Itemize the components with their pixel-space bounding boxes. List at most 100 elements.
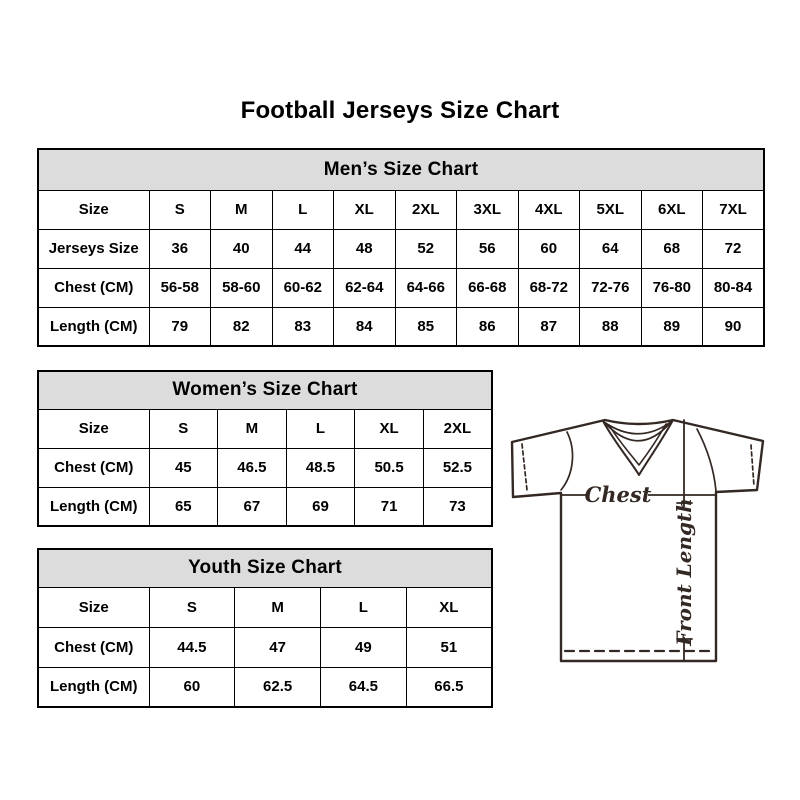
page-title: Football Jerseys Size Chart xyxy=(240,97,560,124)
value-cell: 82 xyxy=(210,306,273,347)
value-cell: 60 xyxy=(148,666,236,708)
table-header-row: Youth Size Chart xyxy=(37,548,493,588)
size-cell: M xyxy=(210,189,273,230)
size-cell: XL xyxy=(354,408,424,449)
value-cell: 60 xyxy=(517,228,580,269)
size-cell: 5XL xyxy=(579,189,642,230)
size-cell: L xyxy=(285,408,356,449)
vneck-outer-line xyxy=(602,419,674,476)
size-cell: M xyxy=(217,408,287,449)
right-armhole-seam xyxy=(696,428,717,492)
chest-label: Chest xyxy=(585,482,652,507)
value-cell: 90 xyxy=(702,306,765,347)
row-label: Size xyxy=(37,189,150,230)
value-cell: 48.5 xyxy=(285,447,356,488)
table-title: Women’s Size Chart xyxy=(37,370,493,410)
value-cell: 68-72 xyxy=(517,267,580,308)
table-title: Youth Size Chart xyxy=(37,548,493,588)
value-cell: 69 xyxy=(285,486,356,527)
value-cell: 52.5 xyxy=(422,447,493,488)
row-label: Chest (CM) xyxy=(37,267,150,308)
size-cell: S xyxy=(148,408,219,449)
value-cell: 62-64 xyxy=(333,267,396,308)
size-cell: XL xyxy=(333,189,396,230)
size-cell: S xyxy=(148,586,236,628)
front-length-label: Front Length xyxy=(672,498,696,647)
value-cell: 51 xyxy=(405,626,493,668)
value-cell: 44 xyxy=(271,228,334,269)
value-cell: 67 xyxy=(217,486,287,527)
womens-size-table: Women’s Size Chart Size S M L XL 2XL Che… xyxy=(37,370,493,527)
value-cell: 52 xyxy=(394,228,457,269)
value-cell: 83 xyxy=(271,306,334,347)
value-cell: 64 xyxy=(579,228,642,269)
row-label: Length (CM) xyxy=(37,666,150,708)
size-cell: 3XL xyxy=(456,189,519,230)
value-cell: 44.5 xyxy=(148,626,236,668)
size-cell: M xyxy=(234,586,321,628)
value-cell: 45 xyxy=(148,447,219,488)
value-cell: 89 xyxy=(640,306,703,347)
vneck-inner-line xyxy=(608,423,667,466)
value-cell: 72-76 xyxy=(579,267,642,308)
value-cell: 58-60 xyxy=(210,267,273,308)
value-cell: 48 xyxy=(333,228,396,269)
value-cell: 86 xyxy=(456,306,519,347)
sleeve-cuff-dashes xyxy=(521,443,755,491)
row-label: Chest (CM) xyxy=(37,447,150,488)
table-row: Length (CM) 65 67 69 71 73 xyxy=(37,486,493,527)
value-cell: 64-66 xyxy=(394,267,457,308)
value-cell: 40 xyxy=(210,228,273,269)
value-cell: 56-58 xyxy=(148,267,211,308)
size-cell: L xyxy=(271,189,334,230)
table-row: Jerseys Size 36 40 44 48 52 56 60 64 68 … xyxy=(37,228,765,269)
size-cell: L xyxy=(320,586,407,628)
table-header-row: Women’s Size Chart xyxy=(37,370,493,410)
value-cell: 36 xyxy=(148,228,211,269)
value-cell: 88 xyxy=(579,306,642,347)
row-label: Chest (CM) xyxy=(37,626,150,668)
size-cell: 2XL xyxy=(422,408,493,449)
size-cell: 7XL xyxy=(702,189,765,230)
value-cell: 65 xyxy=(148,486,219,527)
row-label: Jerseys Size xyxy=(37,228,150,269)
value-cell: 84 xyxy=(333,306,396,347)
value-cell: 72 xyxy=(702,228,765,269)
value-cell: 60-62 xyxy=(271,267,334,308)
jersey-outline xyxy=(510,418,765,663)
table-title: Men’s Size Chart xyxy=(37,148,765,191)
table-row: Size S M L XL xyxy=(37,586,493,628)
row-label: Size xyxy=(37,408,150,449)
size-cell: XL xyxy=(405,586,493,628)
value-cell: 73 xyxy=(422,486,493,527)
value-cell: 66.5 xyxy=(405,666,493,708)
value-cell: 68 xyxy=(640,228,703,269)
table-header-row: Men’s Size Chart xyxy=(37,148,765,191)
row-label: Length (CM) xyxy=(37,486,150,527)
table-row: Length (CM) 60 62.5 64.5 66.5 xyxy=(37,666,493,708)
value-cell: 64.5 xyxy=(320,666,407,708)
left-armhole-seam xyxy=(560,431,574,491)
value-cell: 46.5 xyxy=(217,447,287,488)
table-row: Chest (CM) 56-58 58-60 60-62 62-64 64-66… xyxy=(37,267,765,308)
table-row: Chest (CM) 45 46.5 48.5 50.5 52.5 xyxy=(37,447,493,488)
jersey-diagram: Chest Front Length xyxy=(505,398,775,668)
row-label: Length (CM) xyxy=(37,306,150,347)
value-cell: 49 xyxy=(320,626,407,668)
row-label: Size xyxy=(37,586,150,628)
size-cell: 2XL xyxy=(394,189,457,230)
table-row: Chest (CM) 44.5 47 49 51 xyxy=(37,626,493,668)
table-row: Size S M L XL 2XL xyxy=(37,408,493,449)
value-cell: 66-68 xyxy=(456,267,519,308)
youth-size-table: Youth Size Chart Size S M L XL Chest (CM… xyxy=(37,548,493,708)
value-cell: 71 xyxy=(354,486,424,527)
value-cell: 87 xyxy=(517,306,580,347)
table-row: Size S M L XL 2XL 3XL 4XL 5XL 6XL 7XL xyxy=(37,189,765,230)
table-row: Length (CM) 79 82 83 84 85 86 87 88 89 9… xyxy=(37,306,765,347)
size-cell: 4XL xyxy=(517,189,580,230)
mens-size-table: Men’s Size Chart Size S M L XL 2XL 3XL 4… xyxy=(37,148,765,347)
value-cell: 85 xyxy=(394,306,457,347)
value-cell: 62.5 xyxy=(234,666,321,708)
value-cell: 50.5 xyxy=(354,447,424,488)
value-cell: 56 xyxy=(456,228,519,269)
